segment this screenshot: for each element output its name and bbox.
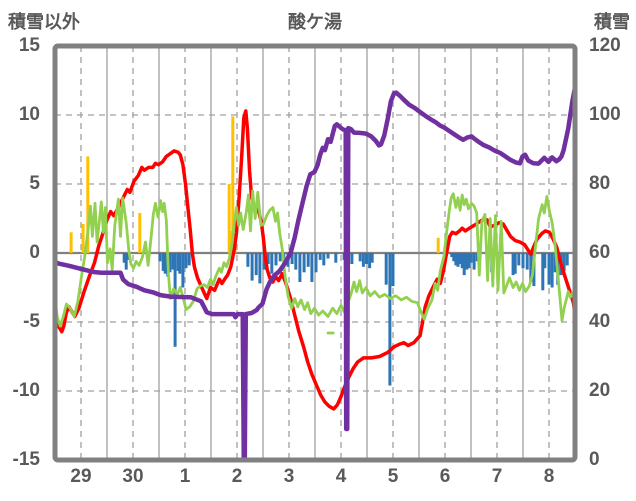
- x-tick-30: 30: [122, 466, 144, 487]
- x-tick-5: 5: [387, 466, 399, 487]
- left-tick-m10: -10: [12, 380, 40, 401]
- left-tick-5: 5: [29, 173, 40, 194]
- right-tick-20: 20: [589, 380, 611, 401]
- x-tick-29: 29: [70, 466, 92, 487]
- x-tick-8: 8: [543, 466, 555, 487]
- left-tick-10: 10: [18, 104, 40, 125]
- right-tick-40: 40: [589, 311, 611, 332]
- right-tick-120: 120: [589, 35, 621, 56]
- left-tick-m5: -5: [23, 311, 40, 332]
- right-tick-80: 80: [589, 173, 611, 194]
- left-tick-m15: -15: [12, 449, 40, 470]
- right-tick-0: 0: [589, 449, 600, 470]
- x-tick-6: 6: [439, 466, 451, 487]
- chart-title: 酸ケ湯: [288, 12, 342, 32]
- x-tick-3: 3: [283, 466, 295, 487]
- x-tick-2: 2: [231, 466, 243, 487]
- left-axis-title: 積雪以外: [8, 12, 80, 32]
- left-tick-0: 0: [29, 242, 40, 263]
- x-tick-1: 1: [179, 466, 191, 487]
- right-tick-60: 60: [589, 242, 611, 263]
- right-axis-title: 積雪: [594, 12, 630, 32]
- left-tick-15: 15: [18, 35, 40, 56]
- right-tick-100: 100: [589, 104, 621, 125]
- x-tick-4: 4: [335, 466, 347, 487]
- x-tick-7: 7: [491, 466, 503, 487]
